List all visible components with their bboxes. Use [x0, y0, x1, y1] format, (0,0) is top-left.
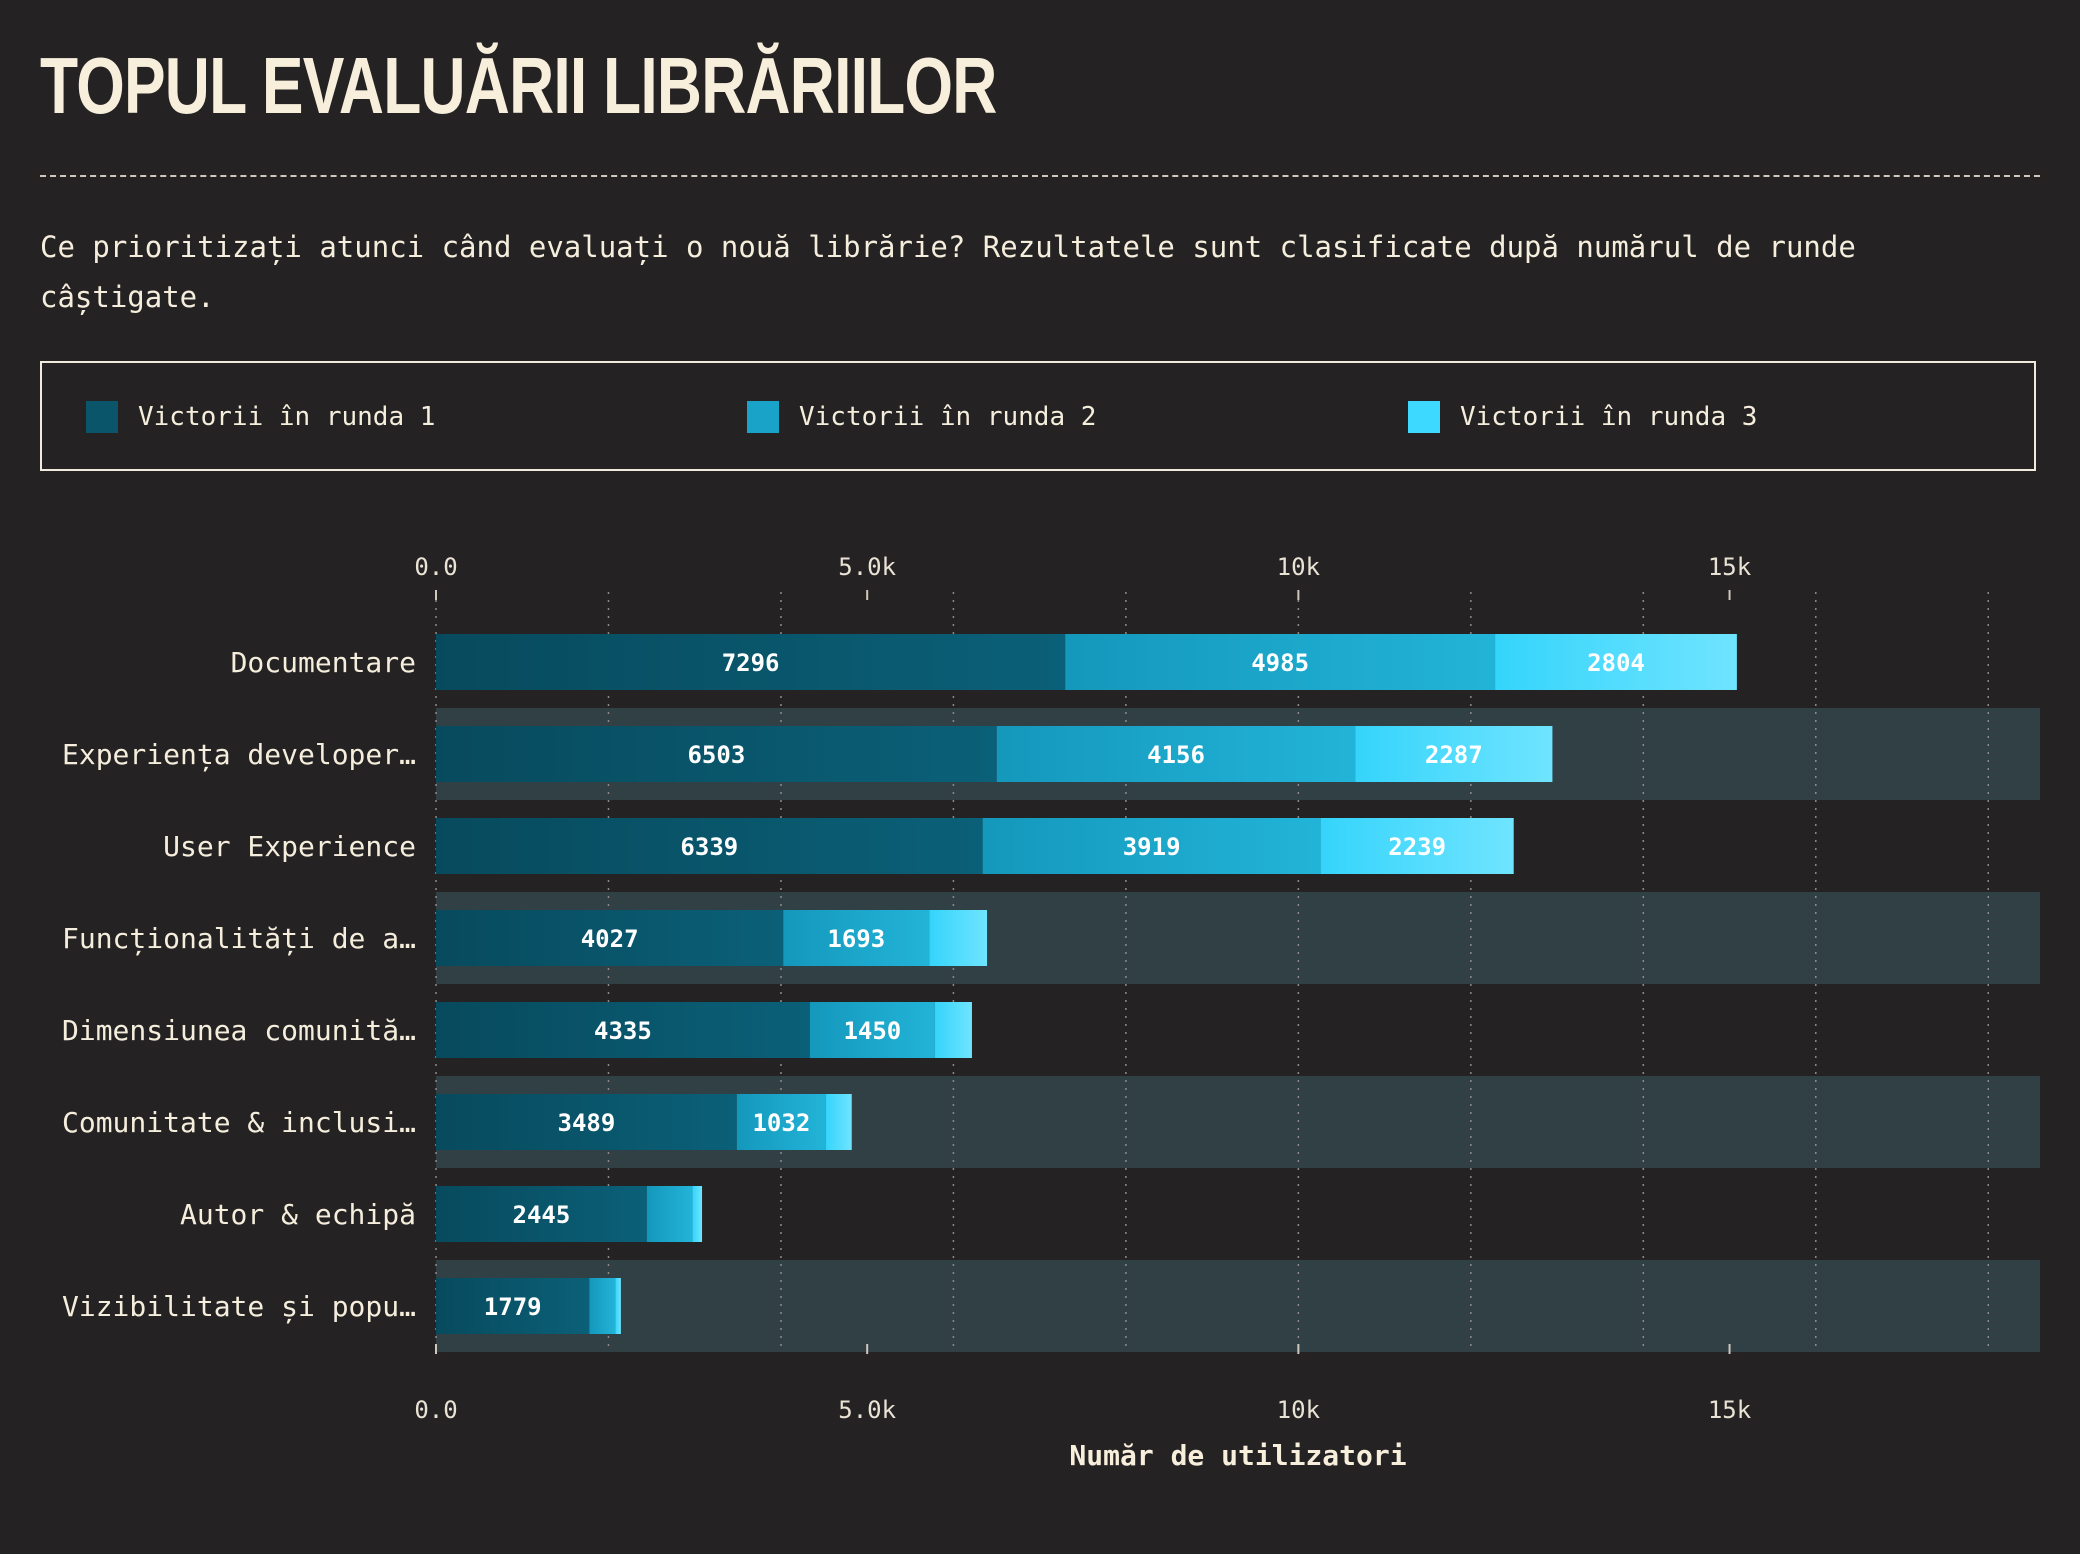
x-tick-label-top: 15k	[1708, 553, 1752, 581]
bar-segment-round-1	[436, 1186, 647, 1242]
bar-segment-round-2	[982, 818, 1321, 874]
category-label: Comunitate & inclusi…	[62, 1106, 416, 1139]
x-tick-label-top: 0.0	[414, 553, 457, 581]
bar-value-label: 3919	[1123, 833, 1181, 861]
bar-segment-round-1	[436, 726, 997, 782]
category-label: Vizibilitate și popu…	[62, 1290, 416, 1323]
page-title: TOPUL EVALUĂRII LIBRĂRIILOR	[40, 41, 997, 130]
bar-value-label: 2287	[1425, 741, 1483, 769]
x-axis-title: Număr de utilizatori	[1069, 1439, 1406, 1472]
bar-value-label: 1450	[843, 1017, 901, 1045]
bar-segment-round-1	[436, 634, 1066, 690]
bar-segment-round-2	[996, 726, 1356, 782]
legend-swatch-round-3	[1408, 401, 1440, 433]
category-label: User Experience	[163, 830, 416, 863]
bar-segment-round-3	[934, 1002, 972, 1058]
bar-value-label: 6339	[680, 833, 738, 861]
bar-segment-round-2	[589, 1278, 616, 1334]
chart-legend: Victorii în runda 1 Victorii în runda 2 …	[40, 361, 2036, 471]
bar-value-label: 7296	[722, 649, 780, 677]
legend-label-round-2: Victorii în runda 2	[799, 402, 1097, 432]
legend-label-round-1: Victorii în runda 1	[138, 402, 436, 432]
bar-segment-round-1	[436, 1278, 590, 1334]
bar-segment-round-1	[436, 910, 784, 966]
bar-value-label: 4985	[1251, 649, 1309, 677]
legend-item-round-3[interactable]: Victorii în runda 3	[1408, 401, 1757, 433]
x-tick-label-top: 5.0k	[838, 553, 896, 581]
bar-value-label: 2239	[1388, 833, 1446, 861]
bar-value-label: 4156	[1147, 741, 1205, 769]
bar-segment-round-2	[783, 910, 930, 966]
bar-segment-round-3	[692, 1186, 703, 1242]
bar-segment-round-1	[436, 1094, 737, 1150]
title-divider	[40, 175, 2040, 177]
bar-segment-round-1	[436, 818, 983, 874]
bar-segment-round-3	[1495, 634, 1737, 690]
legend-item-round-1[interactable]: Victorii în runda 1	[86, 401, 435, 433]
category-label: Dimensiunea comunită…	[62, 1014, 416, 1047]
bar-value-label: 4335	[594, 1017, 652, 1045]
legend-item-round-2[interactable]: Victorii în runda 2	[747, 401, 1096, 433]
x-tick-label-bottom: 5.0k	[838, 1396, 896, 1424]
bar-segment-round-2	[646, 1186, 693, 1242]
bar-value-label: 1693	[827, 925, 885, 953]
x-tick-label-bottom: 10k	[1277, 1396, 1321, 1424]
bar-segment-round-2	[809, 1002, 935, 1058]
bar-segment-round-3	[825, 1094, 852, 1150]
row-band	[436, 1260, 2040, 1352]
category-label: Autor & echipă	[180, 1198, 416, 1231]
bar-value-label: 3489	[558, 1109, 616, 1137]
bar-segment-round-2	[1065, 634, 1496, 690]
bar-value-label: 1032	[752, 1109, 810, 1137]
x-tick-label-bottom: 0.0	[414, 1396, 457, 1424]
bar-segment-round-3	[1320, 818, 1514, 874]
bar-segment-round-3	[929, 910, 988, 966]
bar-value-label: 4027	[581, 925, 639, 953]
bar-value-label: 6503	[687, 741, 745, 769]
chart-subtitle: Ce prioritizați atunci când evaluați o n…	[40, 230, 1856, 314]
legend-swatch-round-2	[747, 401, 779, 433]
bar-value-label: 2445	[513, 1201, 571, 1229]
bar-segment-round-1	[436, 1002, 810, 1058]
legend-swatch-round-1	[86, 401, 118, 433]
x-tick-label-top: 10k	[1277, 553, 1321, 581]
bar-segment-round-3	[1355, 726, 1553, 782]
bar-value-label: 2804	[1587, 649, 1645, 677]
bar-segment-round-2	[736, 1094, 826, 1150]
bar-value-label: 1779	[484, 1293, 542, 1321]
category-label: Documentare	[231, 646, 416, 679]
category-label: Experiența developer…	[62, 738, 416, 772]
bar-segment-round-3	[615, 1278, 621, 1334]
category-label: Funcționalități de a…	[62, 922, 416, 956]
legend-label-round-3: Victorii în runda 3	[1460, 402, 1758, 432]
x-tick-label-bottom: 15k	[1708, 1396, 1752, 1424]
